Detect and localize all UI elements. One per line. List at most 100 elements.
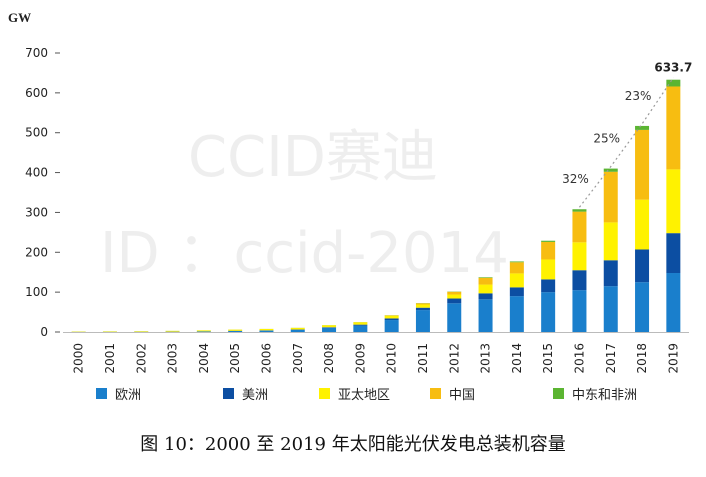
bar-segment-2018-0 xyxy=(635,282,650,332)
legend-label-americas: 美洲 xyxy=(242,388,269,403)
bar-segment-2018-2 xyxy=(635,199,650,250)
bar-segment-2015-2 xyxy=(541,259,556,280)
growth-trend-line xyxy=(578,77,674,208)
y-tick-label: 700 xyxy=(25,46,48,60)
bar-segment-2019-2 xyxy=(666,169,681,234)
legend-swatch-china xyxy=(430,388,441,399)
bar-segment-2011-2 xyxy=(415,304,430,308)
y-tick-label: 500 xyxy=(25,126,48,140)
growth-label-2017: 25% xyxy=(593,132,620,146)
bar-segment-2015-3 xyxy=(541,241,556,260)
bar-segment-2008-2 xyxy=(322,325,337,328)
bar-segment-2018-1 xyxy=(635,249,650,283)
bar-segment-2013-1 xyxy=(478,293,493,300)
y-unit-label: GW xyxy=(8,10,32,25)
x-tick-label: 2000 xyxy=(72,343,86,374)
x-tick-label: 2004 xyxy=(197,343,211,374)
figure-caption: 图 10：2000 至 2019 年太阳能光伏发电总装机容量 xyxy=(140,434,566,455)
bar-segment-2019-3 xyxy=(666,86,681,170)
bar-segment-2013-3 xyxy=(478,277,493,285)
x-tick-label: 2003 xyxy=(166,343,180,374)
bar-segment-2007-2 xyxy=(290,327,305,330)
x-tick-label: 2018 xyxy=(635,343,649,374)
bar-segment-2017-4 xyxy=(603,168,618,172)
y-tick-label: 0 xyxy=(40,325,48,339)
bar-segment-2010-1 xyxy=(384,318,399,321)
x-tick-label: 2019 xyxy=(666,343,680,374)
x-tick-label: 2002 xyxy=(134,343,148,374)
bar-segment-2014-2 xyxy=(509,273,524,288)
bar-segment-2009-1 xyxy=(353,324,368,326)
bar-segment-2008-0 xyxy=(322,327,337,332)
bar-segment-2016-1 xyxy=(572,270,587,291)
chart-area: 0 100 200 300 400 500 600 700 2000 2001 2002 2003 20… xyxy=(25,46,692,374)
bar-segment-2012-3 xyxy=(447,291,462,295)
bar-segment-2017-2 xyxy=(603,222,618,261)
legend-item-mea: 中东和非洲 xyxy=(553,384,637,403)
bar-segment-2014-4 xyxy=(509,261,524,263)
x-tick-label: 2013 xyxy=(479,343,493,374)
bar-segment-2018-3 xyxy=(635,129,650,200)
bar-segment-2003-2 xyxy=(165,330,180,332)
bar-segment-2009-2 xyxy=(353,322,368,325)
growth-label-2016: 32% xyxy=(562,172,589,186)
legend-item-apac: 亚太地区 xyxy=(319,384,390,403)
bar-segment-2013-0 xyxy=(478,299,493,332)
bar-segment-2011-1 xyxy=(415,307,430,311)
bar-segment-2011-0 xyxy=(415,310,430,332)
bar-segment-2015-0 xyxy=(541,292,556,332)
y-tick-label: 600 xyxy=(25,86,48,100)
x-tick-label: 2016 xyxy=(572,343,586,374)
x-tick-label: 2007 xyxy=(291,343,305,374)
legend-swatch-americas xyxy=(223,388,234,399)
bar-segment-2002-2 xyxy=(134,331,149,332)
bar-segment-2017-1 xyxy=(603,260,618,287)
legend-item-americas: 美洲 xyxy=(223,384,268,403)
bar-segment-2016-0 xyxy=(572,290,587,332)
bar-segment-2013-4 xyxy=(478,277,493,278)
y-tick-label: 300 xyxy=(25,205,48,219)
x-tick-label: 2011 xyxy=(416,343,430,374)
legend-item-europe: 欧洲 xyxy=(96,384,141,403)
y-tick-label: 200 xyxy=(25,245,48,259)
bar-segment-2006-0 xyxy=(259,330,274,332)
legend-label-china: 中国 xyxy=(449,388,476,403)
x-tick-label: 2017 xyxy=(604,343,618,374)
bar-segment-2016-2 xyxy=(572,242,587,271)
bar-segment-2018-4 xyxy=(635,125,650,130)
bar-segment-2006-2 xyxy=(259,328,274,331)
bar-segment-2010-0 xyxy=(384,320,399,332)
bar-segment-2014-3 xyxy=(509,262,524,274)
bar-segment-2017-0 xyxy=(603,286,618,332)
bar-segment-2010-2 xyxy=(384,315,399,319)
legend-swatch-mea xyxy=(553,388,564,399)
x-tick-label: 2009 xyxy=(353,343,367,374)
bar-segment-2015-4 xyxy=(541,240,556,242)
bar-segment-2019-1 xyxy=(666,233,681,274)
bar-segment-2014-0 xyxy=(509,296,524,332)
legend-swatch-apac xyxy=(319,388,330,399)
bar-segment-2009-0 xyxy=(353,325,368,332)
bar-segment-2011-3 xyxy=(415,303,430,305)
legend-label-europe: 欧洲 xyxy=(115,388,142,403)
bar-segment-2016-4 xyxy=(572,209,587,212)
growth-label-2018: 23% xyxy=(625,89,652,103)
legend-label-apac: 亚太地区 xyxy=(338,388,391,403)
bar-segment-2012-0 xyxy=(447,303,462,332)
x-tick-label: 2008 xyxy=(322,343,336,374)
x-tick-label: 2012 xyxy=(447,343,461,374)
bar-segment-2005-0 xyxy=(228,331,243,332)
x-tick-label: 2006 xyxy=(259,343,273,374)
bar-segment-2005-2 xyxy=(228,329,243,331)
legend-swatch-europe xyxy=(96,388,107,399)
x-tick-label: 2014 xyxy=(510,343,524,374)
x-tick-label: 2010 xyxy=(385,343,399,374)
bar-segment-2013-2 xyxy=(478,284,493,294)
x-tick-label: 2001 xyxy=(103,343,117,374)
bar-segment-2007-0 xyxy=(290,329,305,332)
x-tick-label: 2005 xyxy=(228,343,242,374)
bar-segment-2017-3 xyxy=(603,171,618,223)
bar-segment-2019-0 xyxy=(666,273,681,332)
bar-segment-2012-2 xyxy=(447,294,462,299)
bar-segment-2008-1 xyxy=(322,327,337,328)
